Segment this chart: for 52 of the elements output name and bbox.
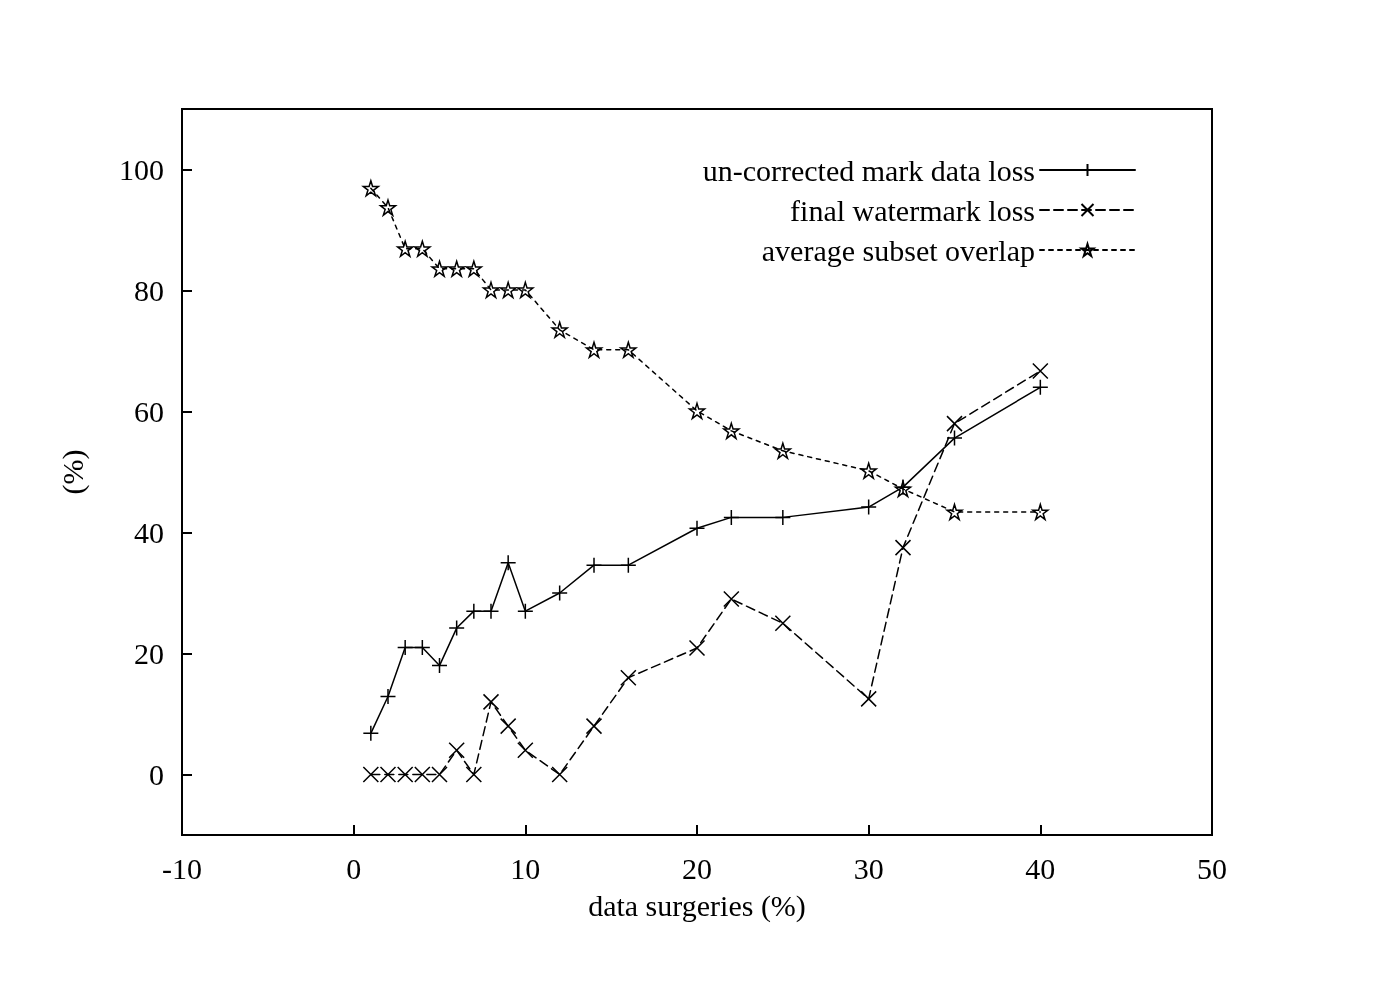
point [1032,362,1049,380]
point [946,503,963,521]
point [620,669,637,686]
point [414,240,431,258]
point [431,260,448,277]
point [482,281,500,299]
point [362,180,380,197]
legend-label: un-corrected mark data loss [702,153,1035,187]
point [499,717,517,735]
x-axis-title: data surgeries (%) [588,888,806,923]
y-tick-label: 100 [119,153,164,186]
x-tick-label: 50 [1197,851,1227,885]
point [774,442,792,460]
point [551,321,568,339]
point [688,639,706,657]
point [448,260,465,277]
point [620,341,637,359]
x-tick-label: 40 [1025,851,1056,885]
point [379,199,397,216]
point [482,693,500,711]
point [1032,503,1049,521]
point [585,717,603,735]
point [946,415,963,432]
x-tick-label: 30 [853,851,884,885]
point [688,402,706,420]
y-tick-label: 80 [134,274,164,307]
point [517,281,534,299]
legend-label: final watermark loss [790,193,1035,227]
point [448,742,465,759]
x-tick-label: -10 [162,851,202,885]
legend-label: average subset overlap [761,233,1035,267]
y-tick-label: 40 [134,516,164,549]
x-tick-label: 10 [510,851,541,885]
point [465,766,483,783]
point [396,240,414,258]
point [723,422,740,440]
x-tick-label: 20 [682,851,712,885]
point [860,462,877,480]
point [465,260,483,277]
y-tick-label: 60 [134,395,164,428]
point [723,590,740,608]
y-tick-label: 0 [149,758,164,791]
point [585,341,603,359]
point [894,539,912,556]
y-tick-label: 20 [134,637,164,670]
x-tick-label: 0 [346,851,362,885]
point [774,615,792,632]
point [517,742,534,759]
point [499,281,517,299]
point [551,766,568,783]
point [860,690,877,708]
y-axis-title: (%) [55,449,90,495]
